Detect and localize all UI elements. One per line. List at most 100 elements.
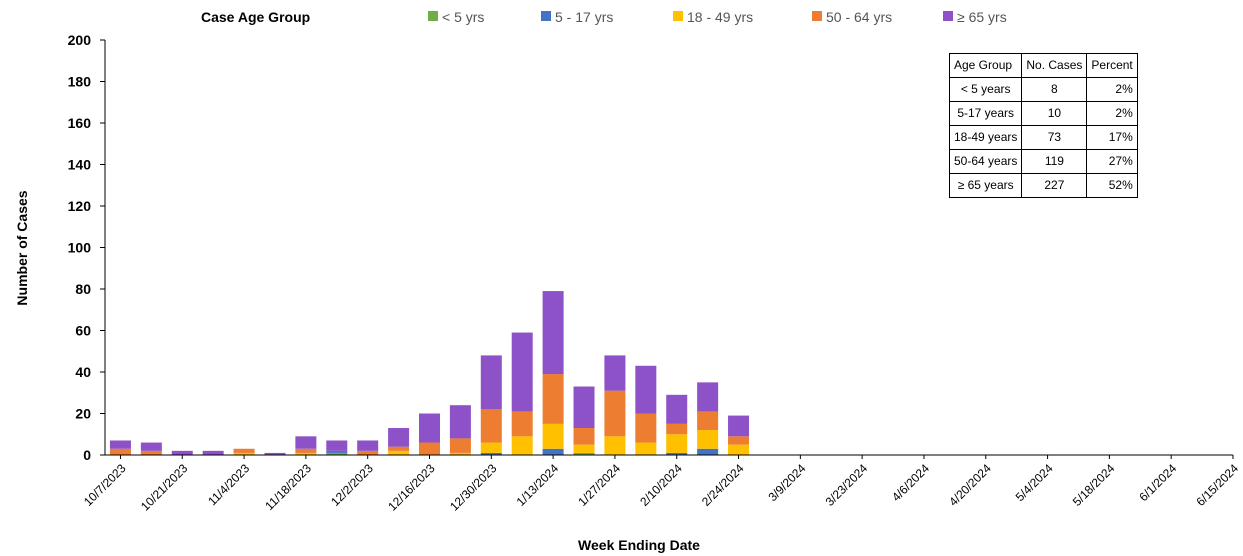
x-tick-label: 11/4/2023: [205, 461, 252, 508]
legend-swatch-5-17-yrs: [541, 11, 551, 21]
x-axis-title: Week Ending Date: [578, 537, 700, 553]
legend-label-65-yrs: ≥ 65 yrs: [957, 9, 1007, 25]
y-tick-label: 40: [75, 364, 91, 380]
x-tick-label: 10/7/2023: [81, 461, 129, 509]
y-tick-label: 60: [75, 323, 91, 339]
table-header-age-group: Age Group: [948, 53, 1023, 78]
y-tick-label: 160: [68, 115, 92, 131]
bar-segment-65-yrs: [697, 382, 719, 412]
bar-segment-65-yrs: [264, 452, 286, 455]
bar-segment-18-49-yrs: [666, 434, 688, 453]
legend-swatch-50-64-yrs: [812, 11, 822, 21]
bar-segment-50-64-yrs: [573, 428, 595, 445]
bar-segment-65-yrs: [604, 355, 626, 391]
bar-segment-18-49-yrs: [542, 423, 564, 449]
legend-label-5-yrs: < 5 yrs: [442, 9, 484, 25]
x-tick-label: 1/13/2024: [514, 461, 562, 509]
bar-segment-5-17-yrs: [697, 448, 719, 455]
x-tick-label: 12/16/2023: [385, 461, 438, 514]
legend-label-18-49-yrs: 18 - 49 yrs: [687, 9, 753, 25]
bar-segment-65-yrs: [140, 442, 162, 451]
table-row: ≥ 65 years 227 52%: [948, 173, 1138, 198]
bar-segment-65-yrs: [171, 450, 193, 455]
bar-segment-5-17-yrs: [480, 452, 502, 455]
x-tick-label: 6/1/2024: [1136, 461, 1179, 504]
legend-swatch-65-yrs: [943, 11, 953, 21]
bar-segment-65-yrs: [728, 415, 750, 437]
y-tick-label: 180: [68, 74, 92, 90]
bar-segment-50-64-yrs: [604, 390, 626, 437]
y-tick-label: 140: [68, 157, 92, 173]
bar-segment-18-49-yrs: [697, 430, 719, 449]
table-cell-percent: 52%: [1086, 173, 1138, 198]
table-cell-age-group: ≥ 65 years: [948, 173, 1023, 198]
bars: [109, 291, 750, 455]
table-cell-cases: 8: [1021, 77, 1088, 102]
legend-swatch-5-yrs: [428, 11, 438, 21]
bar-segment-50-64-yrs: [388, 446, 410, 451]
bar-segment-50-64-yrs: [480, 409, 502, 443]
table-row: 18-49 years 73 17%: [948, 125, 1138, 150]
bar-segment-50-64-yrs: [728, 436, 750, 445]
table-cell-age-group: 5-17 years: [948, 101, 1023, 126]
table-header-cases: No. Cases: [1021, 53, 1088, 78]
x-tick-label: 12/30/2023: [447, 461, 500, 514]
x-axis: 10/7/2023 10/21/2023 11/4/2023 11/18/2023 12…: [81, 454, 1241, 514]
y-axis-title: Number of Cases: [14, 190, 30, 305]
y-tick-label: 80: [75, 281, 91, 297]
bar-segment-5-17-yrs: [542, 448, 564, 455]
x-tick-label: 3/9/2024: [766, 461, 809, 504]
x-tick-label: 1/27/2024: [575, 461, 623, 509]
bar-segment-18-49-yrs: [604, 436, 626, 455]
x-tick-label: 5/18/2024: [1070, 461, 1118, 509]
bar-segment-5-17-yrs: [326, 450, 348, 453]
x-tick-label: 4/6/2024: [889, 461, 932, 504]
table-row: 5-17 years 10 2%: [948, 101, 1138, 126]
table-row: 50-64 years 119 27%: [948, 149, 1138, 174]
bar-segment-65-yrs: [109, 440, 131, 449]
bar-segment-50-64-yrs: [666, 423, 688, 435]
bar-segment-5-yrs: [573, 452, 595, 455]
bar-segment-18-49-yrs: [635, 442, 657, 455]
bar-segment-18-49-yrs: [449, 452, 471, 455]
x-tick-label: 4/20/2024: [946, 461, 994, 509]
table-header-row: Age Group No. Cases Percent: [948, 53, 1138, 78]
y-tick-label: 200: [68, 32, 92, 48]
bar-segment-50-64-yrs: [357, 450, 379, 455]
x-tick-label: 11/18/2023: [262, 461, 314, 513]
y-tick-label: 100: [68, 240, 92, 256]
bar-segment-65-yrs: [573, 386, 595, 429]
table-cell-age-group: < 5 years: [948, 77, 1023, 102]
table-cell-cases: 10: [1021, 101, 1088, 126]
x-tick-label: 12/2/2023: [328, 461, 376, 509]
bar-segment-65-yrs: [357, 440, 379, 451]
bar-segment-65-yrs: [295, 436, 317, 449]
table-cell-percent: 2%: [1086, 101, 1138, 126]
legend: Case Age Group < 5 yrs 5 - 17 yrs 18 - 49 …: [201, 9, 1007, 25]
bar-segment-18-49-yrs: [728, 444, 750, 455]
legend-label-5-17-yrs: 5 - 17 yrs: [555, 9, 613, 25]
bar-segment-50-64-yrs: [233, 448, 255, 453]
bar-segment-50-64-yrs: [635, 413, 657, 443]
bar-segment-65-yrs: [449, 405, 471, 439]
bar-segment-5-yrs: [326, 452, 348, 455]
table-cell-percent: 2%: [1086, 77, 1138, 102]
table-cell-cases: 227: [1021, 173, 1088, 198]
bar-segment-50-64-yrs: [511, 411, 533, 437]
bar-segment-50-64-yrs: [418, 442, 440, 455]
y-tick-label: 120: [68, 198, 92, 214]
bar-segment-18-49-yrs: [511, 436, 533, 455]
bar-segment-50-64-yrs: [295, 448, 317, 453]
bar-segment-65-yrs: [635, 365, 657, 414]
table-cell-percent: 27%: [1086, 149, 1138, 174]
table-cell-age-group: 18-49 years: [948, 125, 1023, 150]
table-cell-cases: 119: [1021, 149, 1088, 174]
bar-segment-65-yrs: [666, 394, 688, 424]
bar-segment-50-64-yrs: [542, 374, 564, 424]
bar-segment-50-64-yrs: [449, 438, 471, 453]
table-row: < 5 years 8 2%: [948, 77, 1138, 102]
bar-segment-18-49-yrs: [573, 444, 595, 453]
x-tick-label: 2/24/2024: [699, 461, 747, 509]
bar-segment-65-yrs: [480, 355, 502, 410]
